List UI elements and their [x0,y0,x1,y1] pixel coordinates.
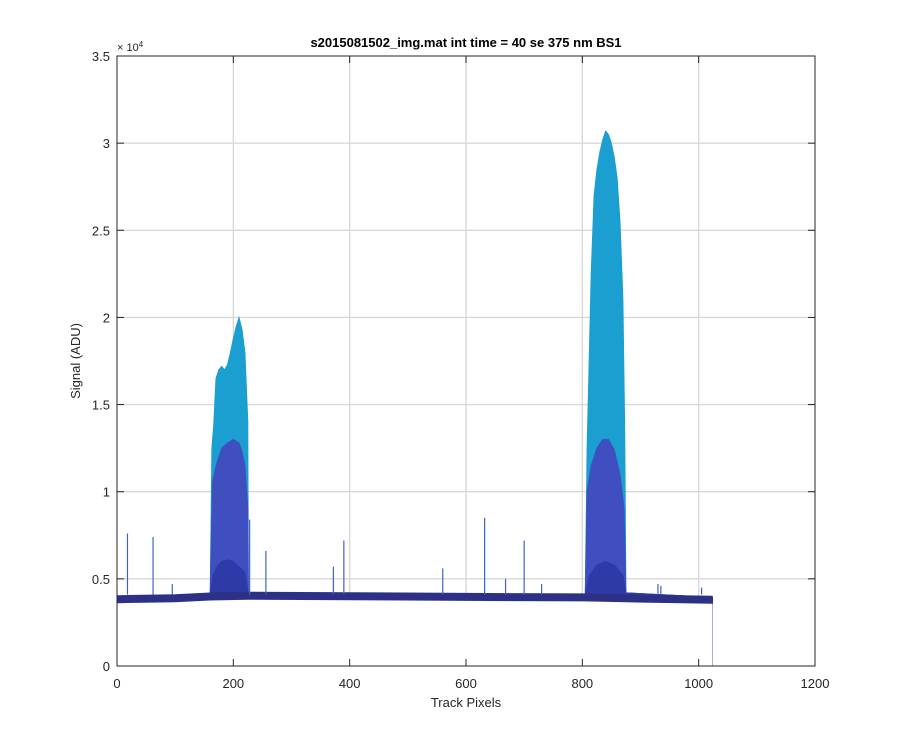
y-tick-label: 1 [103,485,110,500]
y-tick-label: 3 [103,136,110,151]
x-tick-label: 800 [571,676,593,691]
y-tick-label: 0 [103,659,110,674]
baseline-trace [116,591,713,600]
x-tick-label: 400 [339,676,361,691]
y-tick-label: 2 [103,310,110,325]
x-tick-label: 0 [113,676,120,691]
y-tick-label: 3.5 [92,49,110,64]
y-exponent-label: × 104 [117,40,144,54]
y-axis-label: Signal (ADU) [68,323,83,399]
spike-layer [126,517,703,595]
series-layer [116,130,713,667]
x-tick-label: 600 [455,676,477,691]
below-baseline-mask [117,599,713,666]
y-tick-label: 2.5 [92,223,110,238]
chart-title: s2015081502_img.mat int time = 40 se 375… [310,35,621,50]
y-tick-labels: 0 0.5 1 1.5 2 2.5 3 3.5 [92,49,110,674]
y-tick-label: 1.5 [92,398,110,413]
x-axis-label: Track Pixels [431,695,502,710]
x-tick-label: 1000 [684,676,713,691]
axes [116,55,816,667]
x-tick-label: 200 [222,676,244,691]
x-tick-labels: 0 200 400 600 800 1000 1200 [113,676,829,691]
x-tick-label: 1200 [801,676,830,691]
y-tick-label: 0.5 [92,572,110,587]
